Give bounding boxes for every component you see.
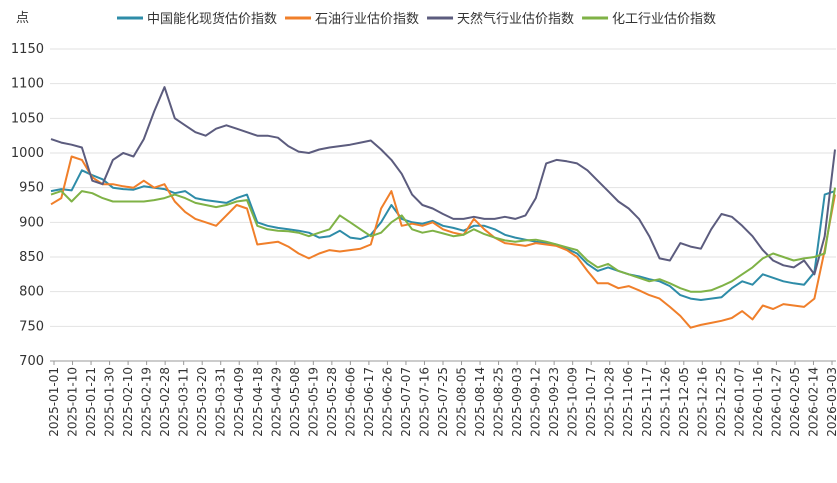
x-tick-label: 2025-04-18 (251, 367, 265, 437)
series-line-1 (50, 169, 836, 301)
x-tick-label: 2026-01-16 (751, 367, 765, 437)
x-tick-label: 2025-12-16 (695, 367, 709, 437)
x-tick-label: 2025-10-17 (584, 367, 598, 437)
x-tick-label: 2025-06-06 (343, 367, 357, 437)
y-tick-label: 1050 (11, 111, 44, 126)
x-tick-label: 2025-12-05 (677, 367, 691, 437)
legend-label-3: 天然气行业估价指数 (457, 11, 574, 27)
y-tick-label: 1000 (11, 146, 44, 161)
x-tick-label: 2026-02-05 (788, 367, 802, 437)
x-tick-label: 2025-02-28 (158, 367, 172, 437)
legend-label-2: 石油行业估价指数 (315, 12, 419, 27)
x-tick-label: 2025-09-12 (529, 367, 543, 437)
series-line-4 (50, 187, 836, 293)
y-tick-label: 850 (19, 250, 44, 265)
x-tick-label: 2025-10-09 (566, 367, 580, 437)
legend-label-4: 化工行业估价指数 (612, 12, 716, 27)
y-tick-label: 700 (19, 354, 44, 369)
y-tick-label: 1150 (11, 42, 44, 57)
x-tick-label: 2026-02-14 (806, 367, 820, 437)
y-tick-label: 950 (19, 181, 44, 196)
y-tick-label: 750 (19, 319, 44, 334)
x-tick-label: 2025-11-17 (640, 367, 654, 437)
x-tick-label: 2025-07-07 (399, 367, 413, 437)
x-tick-label: 2026-01-27 (769, 367, 783, 437)
x-tick-label: 2025-01-30 (103, 367, 117, 437)
series-line-2 (50, 155, 836, 329)
x-tick-label: 2025-03-11 (177, 367, 191, 437)
x-tick-label: 2025-12-25 (714, 367, 728, 437)
y-axis-unit-label: 点 (16, 11, 29, 26)
x-tick-label: 2025-11-06 (621, 367, 635, 437)
x-tick-label: 2025-07-25 (436, 367, 450, 437)
x-tick-label: 2025-04-29 (269, 367, 283, 437)
series-line-3 (50, 86, 836, 276)
legend: 中国能化现货估价指数 石油行业估价指数 天然气行业估价指数 化工行业估价指数 (117, 11, 716, 27)
x-tick-label: 2025-02-19 (140, 367, 154, 437)
x-tick-label: 2025-07-16 (417, 367, 431, 437)
legend-label-1: 中国能化现货估价指数 (147, 11, 277, 27)
x-tick-label: 2025-08-14 (473, 367, 487, 437)
y-tick-label: 1100 (11, 77, 44, 92)
x-tick-label: 2025-03-31 (214, 367, 228, 437)
x-tick-label: 2025-04-09 (232, 367, 246, 437)
x-tick-label: 2025-09-03 (510, 367, 524, 437)
gridlines (50, 48, 836, 362)
x-tick-label: 2025-02-10 (121, 367, 135, 437)
x-tick-label: 2025-11-26 (658, 367, 672, 437)
x-tick-label: 2025-05-08 (288, 367, 302, 437)
x-tick-label: 2025-06-26 (380, 367, 394, 437)
x-tick-label: 2025-03-20 (195, 367, 209, 437)
x-tick-label: 2025-09-23 (547, 367, 561, 437)
x-tick-label: 2025-01-10 (66, 367, 80, 437)
x-tick-label: 2025-05-28 (325, 367, 339, 437)
y-tick-label: 900 (19, 215, 44, 230)
x-tick-label: 2025-01-01 (47, 367, 61, 437)
x-tick-label: 2026-01-07 (732, 367, 746, 437)
x-tick-label: 2025-08-05 (455, 367, 469, 437)
x-tick-label: 2025-01-21 (84, 367, 98, 437)
axes: 700 750 800 850 900 950 1000 1050 1100 1150 2025-0… (11, 42, 837, 437)
x-tick-label: 2025-06-17 (362, 367, 376, 437)
y-tick-label: 800 (19, 285, 44, 300)
series-lines (50, 86, 836, 329)
x-tick-label: 2025-10-28 (603, 367, 617, 437)
x-tick-label: 2026-03-03 (825, 367, 837, 437)
x-tick-label: 2025-05-19 (306, 367, 320, 437)
x-tick-label: 2025-08-25 (492, 367, 506, 437)
